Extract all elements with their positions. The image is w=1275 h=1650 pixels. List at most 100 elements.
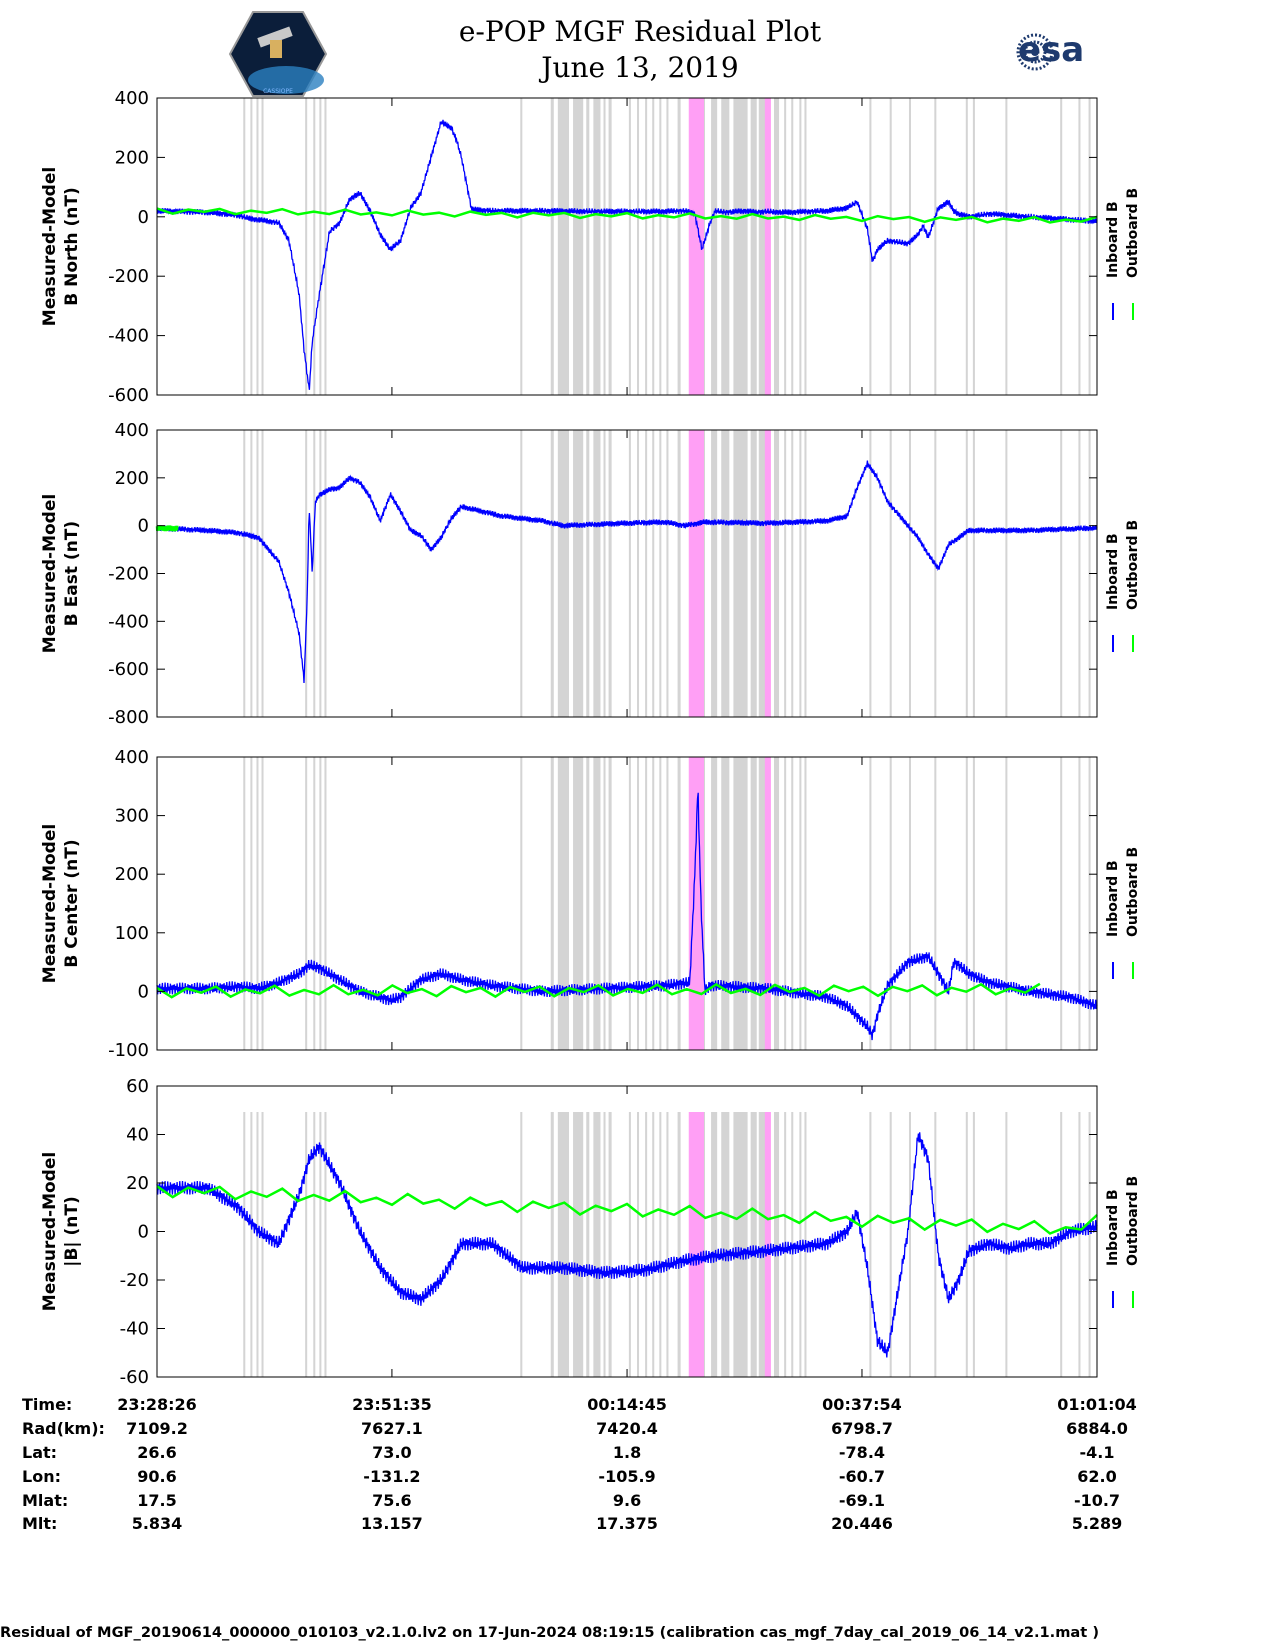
gap-band [319,98,322,395]
y-axis-label-line1: Measured-Model [40,167,60,326]
gap-band [557,430,570,717]
gap-band [652,430,655,717]
highlight-band [764,430,771,717]
gap-band [758,1112,768,1377]
y-tick-label: 400 [115,747,149,768]
y-tick-label: -40 [120,1319,149,1340]
esa-logo-text: esa [1018,30,1085,70]
gap-band [608,757,612,1050]
ephemeris-value: -10.7 [1073,1491,1121,1510]
gap-band [677,757,681,1050]
legend-outboard-label: Outboard B [1125,520,1141,610]
gap-band [965,430,968,717]
y-tick-label: 0 [138,1222,149,1243]
ephemeris-value: 5.834 [131,1514,183,1533]
gap-band [593,430,601,717]
gap-band [972,757,975,1050]
plot-frame [156,756,1098,1051]
gap-band [750,757,757,1050]
gap-band [972,98,975,395]
gap-band [677,98,681,395]
gap-band [636,98,640,395]
y-tick-label: 200 [115,468,149,489]
ephemeris-value: 90.6 [137,1467,177,1486]
plot-date: June 13, 2019 [541,51,739,84]
bottom-caption: Residual of MGF_20190614_000000_010103_v… [0,1624,1099,1641]
gap-band [520,1112,523,1377]
panel-1: 400 200 0 -200 -400 -600 Measured-Model B North… [40,88,1141,406]
ephemeris-value: 26.6 [137,1443,177,1462]
legend-inboard-label: Inboard B [1105,533,1121,610]
y-tick-label: 300 [115,806,149,827]
ephemeris-value: 7627.1 [361,1419,423,1438]
gap-band [250,430,253,717]
legend: Inboard B Outboard B [1105,520,1141,652]
highlight-band [764,757,771,1050]
gap-band [784,430,787,717]
ephemeris-value: 6884.0 [1066,1419,1128,1438]
y-tick-label: -600 [108,659,149,680]
gap-band [733,757,748,1050]
gap-band [908,98,911,395]
highlight-band [688,430,704,717]
gap-band [586,1112,590,1377]
gap-band [1078,757,1081,1050]
gap-band [636,430,640,717]
gap-band [628,757,631,1050]
ephemeris-value: 1.8 [612,1443,642,1462]
gap-band [659,1112,662,1377]
gap-band [711,98,718,395]
y-axis-label-line2: |B| (nT) [62,1196,82,1267]
gap-band [711,430,718,717]
ephemeris-value: -60.7 [838,1467,886,1486]
gap-band [908,1112,911,1377]
gap-band [1078,430,1081,717]
gap-band [721,98,730,395]
gap-band [773,98,780,395]
gap-band [659,98,662,395]
gap-band [593,98,601,395]
gap-band [659,757,662,1050]
y-tick-label: -400 [108,326,149,347]
ephemeris-value: 7420.4 [596,1419,658,1438]
gap-band [261,1112,264,1377]
gap-band [677,430,681,717]
gap-band [758,757,768,1050]
y-tick-label: 0 [138,981,149,1002]
plot-title: e-POP MGF Residual Plot [458,15,822,48]
panel-2: 400 200 0 -200 -400 -600 -800 Measured-Model B E… [40,420,1141,728]
highlight-band [688,98,704,395]
gap-band [608,98,612,395]
gap-band [256,757,259,1050]
y-tick-label: 60 [126,1076,149,1097]
ephemeris-row-label: Rad(km): [22,1419,105,1438]
y-tick-label: -600 [108,385,149,406]
ephemeris-value: 5.289 [1071,1514,1123,1533]
y-tick-label: 100 [115,923,149,944]
gap-band [593,1112,601,1377]
gap-band [750,98,757,395]
gap-band [1078,98,1081,395]
gap-band [243,757,246,1050]
gap-band [557,757,570,1050]
gap-band [1060,430,1063,717]
gap-band [603,757,606,1050]
gap-band [1005,757,1008,1050]
gap-band [305,1112,308,1377]
logo-caption: CASSIOPE [263,88,293,95]
ephemeris-value: 7109.2 [126,1419,188,1438]
gap-band [799,757,802,1050]
series-inboard [156,1132,1098,1358]
gap-band [645,98,648,395]
gap-band [666,98,669,395]
legend-inboard-label: Inboard B [1105,1189,1121,1266]
gap-band [603,98,606,395]
y-tick-label: -400 [108,611,149,632]
ephemeris-value: 00:14:45 [587,1395,667,1414]
y-tick-label: -20 [120,1270,149,1291]
gap-band [889,757,892,1050]
series-inboard [156,460,1098,684]
gap-band [869,1112,872,1377]
gap-band [603,1112,606,1377]
gap-band [313,98,316,395]
